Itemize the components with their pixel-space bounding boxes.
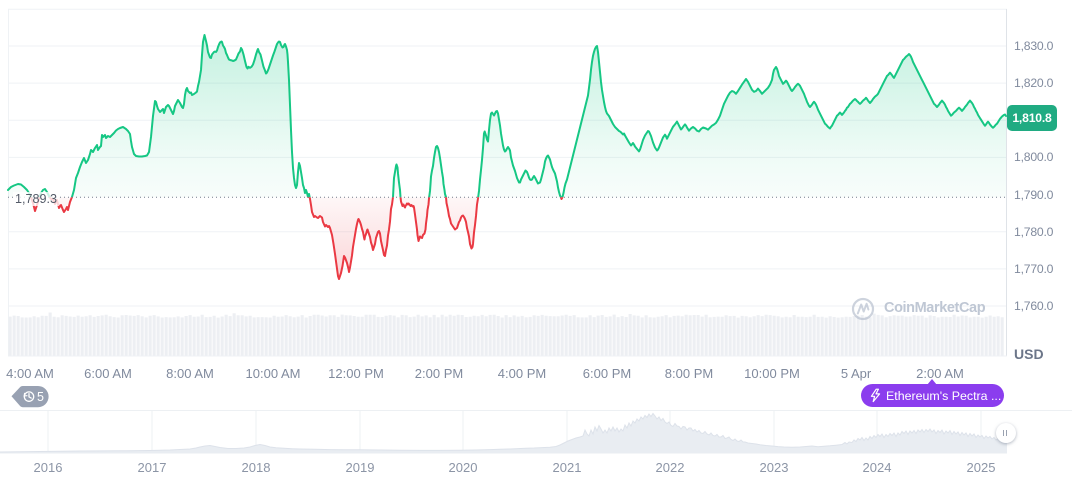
svg-text:5: 5	[37, 390, 44, 404]
